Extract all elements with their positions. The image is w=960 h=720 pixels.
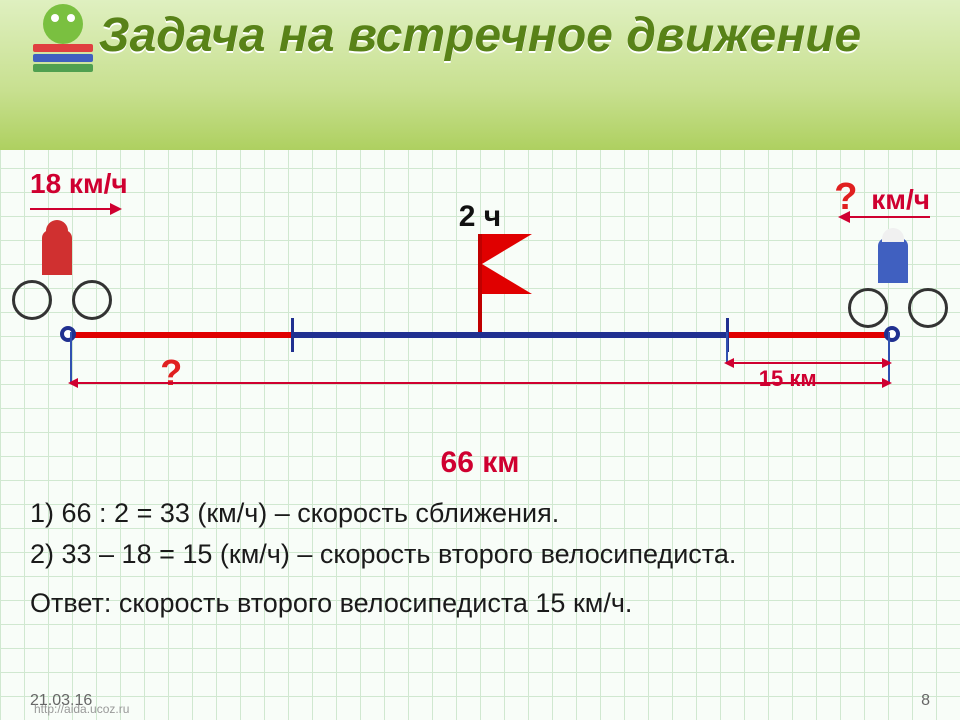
arrow-left-icon bbox=[840, 216, 930, 218]
arrow-right-icon bbox=[30, 208, 120, 210]
solution-step-1: 1) 66 : 2 = 33 (км/ч) – скорость сближен… bbox=[30, 498, 930, 529]
cyclist-left-icon bbox=[12, 230, 112, 320]
solution-step-2: 2) 33 – 18 = 15 (км/ч) – скорость второг… bbox=[30, 539, 930, 570]
drop-right bbox=[888, 332, 890, 382]
cyclist-right-icon bbox=[848, 238, 948, 328]
meeting-flag-icon bbox=[478, 234, 482, 334]
segment-arrow-right bbox=[726, 362, 890, 364]
footer-slide-number: 8 bbox=[921, 692, 930, 710]
diagram-stage: 18 км/ч ? км/ч 2 ч ? 15 км bbox=[0, 150, 960, 470]
speed-left-label: 18 км/ч bbox=[30, 168, 128, 200]
speed-right-unit: км/ч bbox=[871, 184, 930, 215]
footer-credit: http://aida.ucoz.ru bbox=[34, 702, 129, 716]
tick-1 bbox=[291, 318, 294, 352]
total-distance-label: 66 км bbox=[441, 446, 520, 480]
page-title: Задача на встречное движение bbox=[99, 8, 861, 63]
endpoint-right bbox=[884, 326, 900, 342]
book-icon bbox=[33, 64, 93, 72]
drop-left bbox=[70, 332, 72, 382]
bookworm-mascot bbox=[18, 10, 108, 74]
footer: 21.03.16 8 bbox=[30, 692, 930, 710]
right-segment-label: 15 км bbox=[759, 366, 817, 392]
track-blue-segment bbox=[291, 332, 726, 338]
time-label: 2 ч bbox=[459, 200, 501, 234]
unknown-segment-qmark: ? bbox=[160, 352, 182, 394]
total-distance-arrow bbox=[70, 382, 890, 384]
number-line: ? 15 км bbox=[70, 332, 890, 338]
track-red bbox=[70, 332, 890, 338]
under-arrows: 15 км bbox=[70, 382, 890, 386]
solution-steps: 1) 66 : 2 = 33 (км/ч) – скорость сближен… bbox=[0, 470, 960, 619]
book-icon bbox=[33, 44, 93, 52]
solution-answer: Ответ: скорость второго велосипедиста 15… bbox=[30, 588, 930, 619]
endpoint-left bbox=[60, 326, 76, 342]
book-icon bbox=[33, 54, 93, 62]
title-band: Задача на встречное движение bbox=[0, 0, 960, 150]
